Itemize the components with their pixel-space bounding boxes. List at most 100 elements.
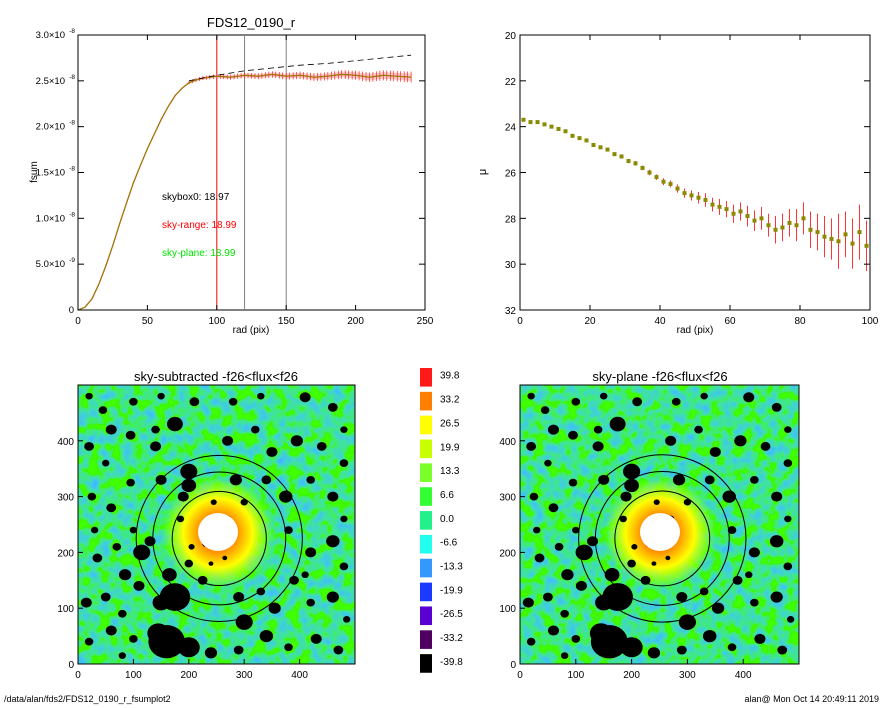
mu-point: [647, 170, 652, 175]
masked-sources: [80, 392, 351, 659]
mu-point: [794, 223, 799, 228]
mu-point: [745, 214, 750, 219]
mask-blob: [177, 637, 200, 658]
mask-blob: [125, 430, 136, 440]
mu-point: [542, 122, 547, 127]
y-tick-label: 5.0×10: [36, 259, 65, 270]
x-tick-label: 400: [735, 670, 752, 681]
y-tick-exponent: -8: [69, 166, 75, 173]
galaxy-core: [198, 513, 238, 551]
colorbar-label: -26.5: [440, 609, 463, 620]
mask-blob: [306, 598, 315, 607]
y-tick-exponent: -8: [69, 28, 75, 35]
mask-blob: [631, 544, 638, 550]
x-tick-label: 100: [125, 670, 142, 681]
mask-blob: [310, 633, 322, 644]
colorbar-swatch: [420, 582, 432, 602]
mu-point: [724, 207, 729, 212]
mask-blob: [651, 561, 657, 566]
mask-blob: [548, 503, 559, 513]
mask-blob: [326, 591, 339, 603]
mu-panel: 0 20 40 60 80 100 20 22 24 26 28 30 32 rad (pix) μ: [477, 31, 879, 336]
mask-blob: [784, 426, 792, 433]
mu-point: [731, 211, 736, 216]
mask-blob: [316, 441, 327, 451]
mu-point: [773, 227, 778, 232]
mask-blob: [783, 562, 793, 571]
mask-blob: [157, 392, 165, 400]
mask-blob: [771, 491, 783, 502]
mu-plot-frame: [519, 34, 871, 311]
mask-blob: [526, 637, 536, 646]
colorbar-swatch: [420, 630, 432, 649]
mask-blob: [340, 515, 348, 523]
mask-blob: [235, 614, 253, 630]
mask-blob: [620, 491, 632, 502]
mask-blob: [575, 544, 593, 561]
sky-plane-frame: [519, 384, 800, 665]
mask-blob: [90, 526, 99, 534]
mask-blob: [204, 647, 218, 659]
mu-point: [584, 138, 589, 143]
x-tick-label: 0: [75, 316, 81, 327]
mask-blob: [84, 441, 94, 451]
mask-blob: [561, 569, 574, 581]
mask-blob: [784, 515, 792, 523]
mask-blob: [665, 435, 677, 446]
mask-blob: [87, 492, 97, 501]
mask-blob: [167, 416, 183, 432]
sky-subtracted-x-axis: 0 100 200 300 400: [75, 659, 308, 681]
mask-blob: [750, 475, 759, 484]
mask-blob: [704, 475, 715, 485]
mask-blob: [653, 499, 660, 505]
fsum-panel: FDS12_0190_r 0 50 100 150 200 250 0 -9 5.0×10 -8…: [29, 15, 434, 336]
x-tick-label: 0: [75, 670, 81, 681]
mask-blob: [542, 592, 553, 602]
mask-blob: [627, 559, 636, 568]
x-tick-label: 60: [724, 316, 736, 327]
mask-blob: [80, 597, 92, 608]
mask-blob: [554, 542, 564, 551]
fsum-curve: [77, 73, 412, 311]
y-tick-label: 32: [505, 306, 517, 317]
mask-blob: [340, 426, 348, 433]
mask-blob: [181, 478, 197, 493]
annotation-sky-plane: sky-plane: 18.99: [162, 248, 236, 259]
mask-blob: [284, 643, 293, 652]
fsum-y-axis: 0 -9 5.0×10 -8 1.0×10 -8 1.5×10 -8 2.0×10 -8 2.5×1…: [36, 28, 425, 316]
mask-blob: [129, 635, 138, 643]
mu-point: [801, 216, 806, 221]
y-tick-label: 3.0×10: [36, 30, 65, 41]
mu-point: [717, 204, 722, 209]
mask-blob: [702, 629, 717, 643]
mask-blob: [189, 397, 200, 407]
colorbar-label: -6.6: [440, 538, 458, 549]
colorbar-label: -39.8: [440, 657, 463, 668]
mask-blob: [623, 463, 641, 480]
mask-blob: [671, 397, 681, 406]
mask-blob: [326, 535, 340, 548]
mu-point: [598, 145, 603, 150]
mask-blob: [547, 424, 560, 435]
colorbar-label: 13.3: [440, 466, 460, 477]
mask-blob: [620, 637, 643, 658]
mask-blob: [162, 568, 177, 582]
mu-point: [563, 129, 568, 134]
mask-blob: [150, 441, 162, 452]
y-tick-label: 1.0×10: [36, 213, 65, 224]
mu-point: [780, 225, 785, 230]
x-tick-label: 0: [517, 670, 523, 681]
mask-blob: [600, 392, 608, 400]
mask-blob: [575, 580, 587, 591]
mask-blob: [526, 441, 537, 451]
mask-blob: [133, 580, 145, 591]
mask-blob: [571, 634, 581, 643]
x-tick-label: 20: [584, 316, 596, 327]
sky-plane-x-axis: 0 100 200 300 400: [517, 659, 752, 681]
mask-blob: [105, 625, 117, 636]
mask-blob: [98, 406, 108, 414]
mask-blob: [184, 559, 194, 568]
mask-blob: [106, 503, 117, 513]
sky-subtracted-frame: [77, 384, 356, 665]
sky-subtracted-title: sky-subtracted -f26<flux<f26: [134, 369, 298, 384]
